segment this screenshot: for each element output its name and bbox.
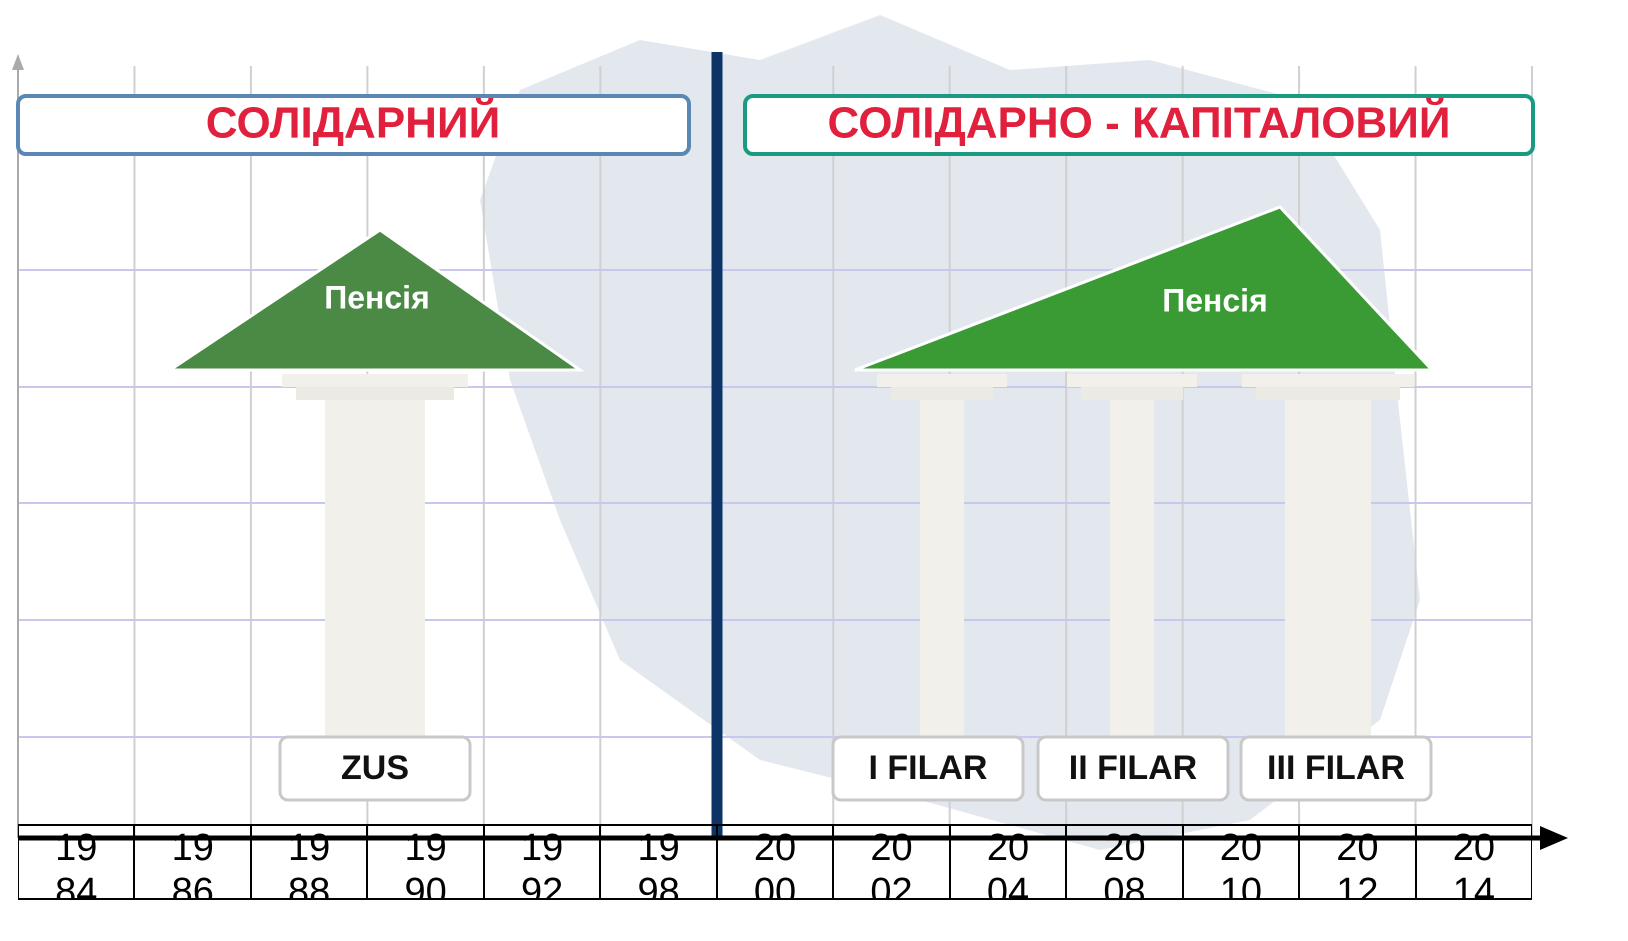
pillar-box	[278, 735, 472, 802]
year-cell: 1992	[483, 824, 601, 900]
column-capital	[1067, 374, 1197, 387]
column-capital	[1081, 387, 1183, 400]
left-roof	[165, 228, 585, 372]
pillar-box	[1239, 735, 1433, 802]
year-cell: 2010	[1182, 824, 1300, 900]
right-title: СОЛІДАРНО - КАПІТАЛОВИЙ	[828, 97, 1451, 148]
left-roof-label: Пенсія	[324, 279, 429, 315]
column-shaft	[920, 400, 964, 737]
pillars: ZUS I FILAR II FILAR III FILAR	[278, 374, 1433, 802]
year-cell: 2002	[833, 824, 950, 900]
year-cell: 1984	[18, 824, 135, 900]
pillar-label: I FILAR	[869, 749, 988, 787]
year-cell: 2014	[1415, 824, 1533, 900]
left-title: СОЛІДАРНИЙ	[206, 97, 500, 148]
pillar-label: ZUS	[341, 749, 409, 787]
pillar-box	[831, 735, 1025, 802]
pillar-label: II FILAR	[1069, 749, 1197, 787]
right-title-box	[743, 94, 1535, 156]
column-capital	[1242, 374, 1414, 387]
column-capital	[1256, 387, 1400, 400]
right-roof-label: Пенсія	[1162, 282, 1267, 318]
timeline: 1984 1986 1988 1990 1992 1998 2000 2002 2004 2008…	[18, 824, 1533, 900]
year-cell: 1986	[134, 824, 251, 900]
left-title-box	[16, 94, 691, 156]
column-shaft	[1285, 400, 1371, 737]
year-cell: 2004	[949, 824, 1067, 900]
x-arrow	[1540, 826, 1568, 850]
year-cell: 1990	[367, 824, 484, 900]
column-capital	[296, 387, 454, 400]
column-capital	[877, 374, 1007, 387]
pillar-box	[1036, 735, 1230, 802]
year-cell: 1998	[600, 824, 717, 900]
column-capital	[282, 374, 468, 387]
year-cell: 1988	[250, 824, 368, 900]
pillar-label: III FILAR	[1267, 749, 1405, 787]
year-cell: 2008	[1066, 824, 1183, 900]
year-cell: 2012	[1299, 824, 1416, 900]
year-cell: 2000	[716, 824, 834, 900]
y-arrow	[12, 54, 24, 70]
column-capital	[891, 387, 993, 400]
right-roof	[854, 205, 1436, 372]
column-shaft	[325, 400, 425, 737]
column-shaft	[1110, 400, 1154, 737]
